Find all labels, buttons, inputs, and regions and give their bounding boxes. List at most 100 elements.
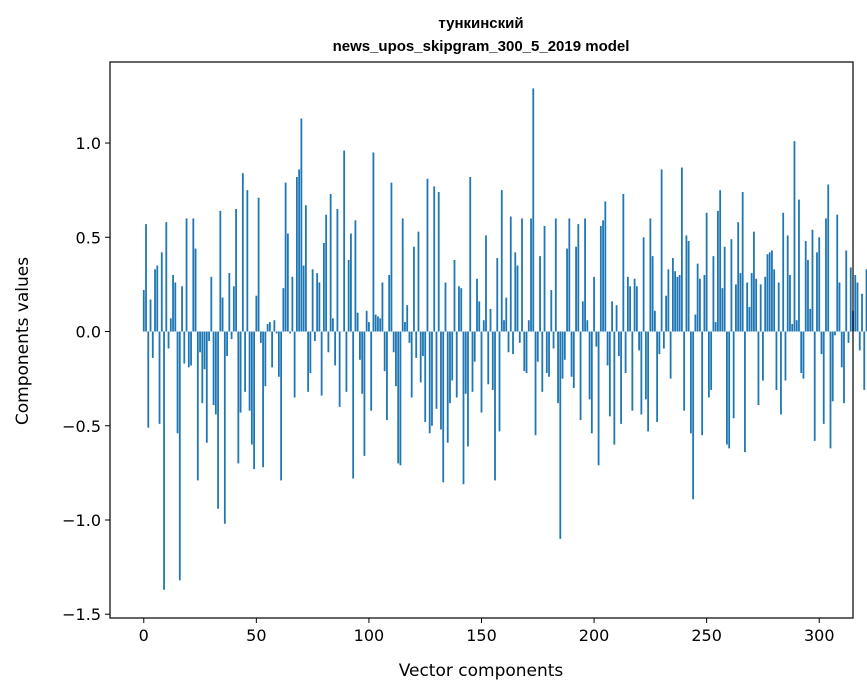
bar-302 — [822, 331, 825, 424]
bar-308 — [836, 214, 839, 332]
bar-289 — [793, 141, 796, 332]
bar-249 — [703, 274, 706, 332]
bar-233 — [667, 269, 670, 332]
bar-127 — [428, 331, 431, 434]
bar-111 — [392, 331, 395, 353]
bar-93 — [352, 331, 355, 479]
bar-144 — [467, 331, 469, 447]
bar-103 — [374, 314, 377, 332]
bar-155 — [491, 331, 494, 390]
bar-276 — [764, 276, 767, 332]
bar-76 — [313, 331, 316, 341]
bar-264 — [737, 222, 740, 332]
bar-307 — [834, 331, 836, 336]
bar-309 — [838, 282, 841, 332]
bar-71 — [302, 265, 305, 332]
bar-237 — [676, 276, 679, 332]
bar-134 — [444, 282, 447, 332]
bar-16 — [178, 331, 181, 581]
bar-316 — [854, 274, 857, 332]
bar-86 — [336, 209, 339, 332]
bar-317 — [856, 282, 859, 332]
x-tick-label: 0 — [139, 626, 149, 645]
bar-35 — [221, 297, 224, 332]
bar-156 — [494, 331, 496, 481]
bar-114 — [399, 331, 402, 466]
x-tick-label: 250 — [691, 626, 722, 645]
bar-129 — [433, 186, 436, 332]
bar-159 — [500, 190, 503, 332]
bar-148 — [476, 278, 478, 332]
bar-200 — [593, 276, 595, 332]
bar-181 — [550, 290, 553, 332]
bar-294 — [804, 241, 807, 332]
bar-223 — [644, 331, 647, 400]
bar-104 — [377, 316, 379, 332]
bar-222 — [642, 237, 645, 332]
bar-182 — [552, 331, 555, 349]
bar-186 — [561, 331, 564, 379]
bar-13 — [172, 274, 174, 332]
bar-27 — [203, 331, 206, 370]
bar-26 — [201, 331, 204, 404]
bar-69 — [298, 169, 301, 332]
bar-106 — [381, 282, 384, 332]
bar-160 — [503, 320, 505, 332]
bar-202 — [597, 331, 600, 466]
bar-101 — [370, 331, 373, 411]
bar-318 — [858, 331, 861, 351]
bar-136 — [449, 331, 451, 404]
bar-19 — [185, 218, 188, 332]
bar-142 — [462, 331, 465, 485]
bar-57 — [271, 331, 274, 368]
bar-176 — [539, 256, 541, 332]
bar-120 — [413, 246, 415, 332]
bar-313 — [847, 331, 850, 343]
bar-4 — [151, 331, 154, 358]
bar-241 — [685, 235, 688, 332]
bar-228 — [656, 331, 659, 422]
x-axis-label: Vector components — [399, 661, 564, 681]
bar-253 — [712, 256, 715, 332]
bar-54 — [264, 331, 267, 387]
bar-34 — [219, 210, 222, 332]
bar-152 — [485, 235, 487, 332]
bar-23 — [194, 248, 197, 332]
bar-158 — [498, 331, 501, 432]
bar-213 — [622, 193, 625, 332]
bar-210 — [615, 305, 618, 332]
bar-321 — [865, 269, 867, 332]
bar-270 — [750, 273, 753, 332]
bar-287 — [789, 274, 791, 332]
bar-66 — [291, 276, 294, 332]
bar-166 — [516, 265, 519, 332]
chart-subtitle: news_upos_skipgram_300_5_2019 model — [333, 38, 630, 55]
bar-238 — [678, 274, 681, 332]
bar-97 — [361, 331, 364, 394]
bar-67 — [293, 331, 296, 398]
bar-135 — [446, 331, 449, 443]
y-axis-label: Components values — [13, 257, 33, 425]
bar-55 — [266, 323, 269, 332]
bar-198 — [588, 331, 591, 400]
bar-201 — [595, 331, 598, 347]
bar-92 — [350, 233, 352, 332]
bar-22 — [192, 218, 195, 332]
bar-262 — [732, 331, 735, 419]
bar-244 — [692, 331, 695, 500]
bar-79 — [320, 331, 323, 396]
bar-81 — [325, 214, 328, 332]
y-tick-label: 1.0 — [76, 134, 101, 153]
bar-224 — [647, 331, 650, 432]
bar-187 — [563, 331, 566, 360]
bar-257 — [721, 288, 724, 332]
bar-242 — [687, 241, 690, 332]
bar-219 — [635, 286, 638, 332]
bar-115 — [401, 218, 404, 332]
bar-215 — [626, 276, 629, 332]
bar-240 — [683, 331, 686, 411]
bar-132 — [440, 331, 442, 430]
bar-90 — [345, 331, 348, 392]
bar-163 — [509, 216, 512, 332]
bar-126 — [426, 178, 429, 332]
